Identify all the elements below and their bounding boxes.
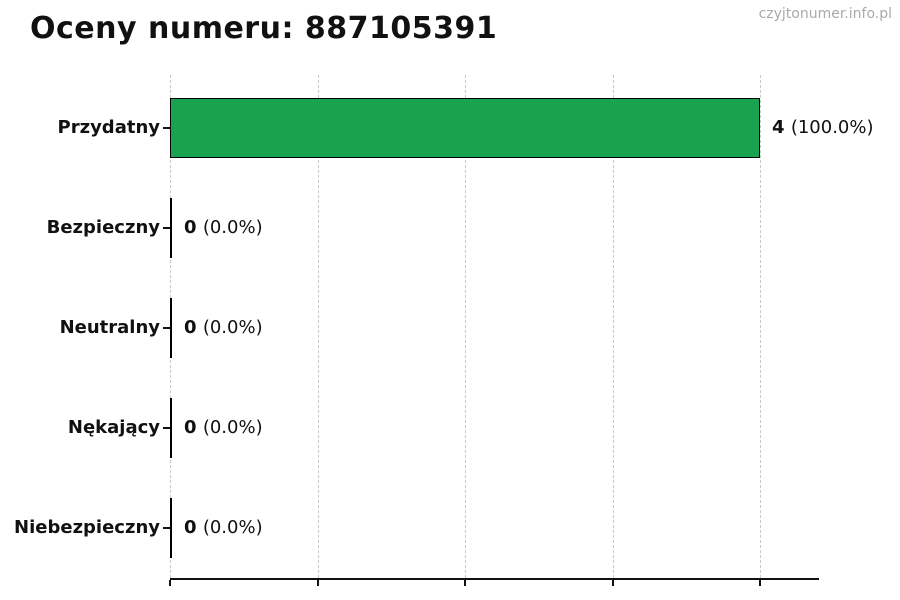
- gridline: [612, 75, 614, 578]
- y-axis-label: Nękający: [67, 417, 160, 438]
- x-axis-tick: [464, 580, 466, 586]
- bar: [170, 98, 760, 158]
- x-axis-tick: [759, 580, 761, 586]
- bar-value-label: 0 (0.0%): [184, 414, 263, 442]
- x-axis-tick: [316, 580, 319, 586]
- y-axis-label: Bezpieczny: [46, 217, 160, 238]
- bar-value-label: 0 (0.0%): [184, 214, 263, 242]
- y-axis-label: Niebezpieczny: [14, 517, 160, 538]
- zero-bar-edge: [170, 498, 172, 558]
- zero-bar-edge: [170, 198, 172, 258]
- watermark: czyjtonumer.info.pl: [758, 6, 892, 22]
- gridline: [760, 75, 761, 578]
- y-axis-tick: [163, 227, 170, 229]
- bar-value-label: 0 (0.0%): [184, 514, 263, 542]
- bar-value-label: 4 (100.0%): [772, 114, 874, 142]
- chart-title: Oceny numeru: 887105391: [30, 11, 498, 46]
- gridline: [465, 75, 466, 578]
- bar-count: 0: [184, 517, 197, 538]
- y-axis-tick: [163, 327, 170, 329]
- y-axis-label: Neutralny: [59, 317, 160, 338]
- bar-percent: (0.0%): [202, 517, 263, 538]
- y-axis-labels: Przydatny Bezpieczny Neutralny Nękający Nieb…: [0, 0, 160, 600]
- x-axis-tick: [169, 580, 171, 586]
- bar-count: 0: [184, 317, 197, 338]
- bar-count: 4: [772, 117, 785, 138]
- gridline: [317, 75, 319, 578]
- bar-count: 0: [184, 417, 197, 438]
- y-axis-tick: [163, 127, 170, 129]
- y-axis-tick: [163, 527, 170, 529]
- bar-count: 0: [184, 217, 197, 238]
- zero-bar-edge: [170, 398, 172, 458]
- x-axis-tick: [611, 580, 614, 586]
- y-axis-label: Przydatny: [57, 117, 160, 138]
- zero-bar-edge: [170, 298, 172, 358]
- bar-value-label: 0 (0.0%): [184, 314, 263, 342]
- bar-percent: (0.0%): [202, 417, 263, 438]
- plot-area: 4 (100.0%) 0 (0.0%) 0 (0.0%) 0 (0.0%) 0 (0.0%): [163, 75, 874, 586]
- bar-percent: (0.0%): [202, 217, 263, 238]
- bar-percent: (100.0%): [790, 117, 874, 138]
- bar-percent: (0.0%): [202, 317, 263, 338]
- y-axis-tick: [163, 427, 170, 429]
